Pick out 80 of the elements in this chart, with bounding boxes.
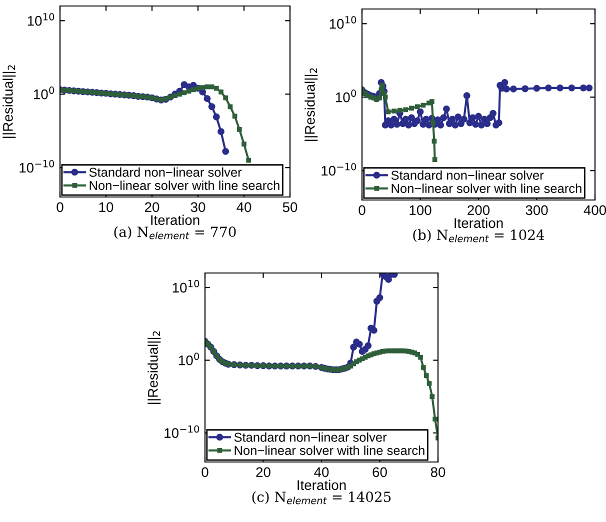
point (382, 94, 388, 100)
point (218, 90, 224, 94)
y-tick-label: 10$^{10}$ (330, 16, 356, 29)
point (232, 114, 238, 119)
point (370, 326, 378, 334)
point (186, 88, 192, 94)
x-tick-label: 0 (56, 202, 64, 212)
point (236, 126, 242, 132)
x-tick-label: 20 (144, 202, 160, 212)
legend-label: Non−linear solver with line search (90, 180, 280, 190)
point (204, 95, 211, 102)
text: (c) N$_{element}$ = 14025 (252, 491, 391, 504)
x-tick-label: 40 (236, 202, 252, 212)
point (432, 157, 438, 162)
point (218, 128, 224, 136)
point (386, 109, 391, 114)
x-tick-label: 40 (314, 467, 329, 478)
point (200, 85, 206, 90)
y-tick-label: 10$^{10}$ (28, 13, 54, 26)
point (432, 138, 437, 144)
y-axis-title: ||Residual||$_{2}$ (304, 68, 318, 141)
legend-label: Non−linear solver with line search (392, 184, 582, 193)
legend-label: Standard non−linear solver (391, 170, 544, 180)
point (350, 344, 358, 351)
point (214, 86, 219, 91)
point (242, 142, 246, 147)
point (209, 84, 214, 90)
x-tick-label: 20 (256, 467, 270, 478)
x-tick-label: 30 (190, 202, 206, 212)
y-axis-title: ||Residual||$_{2}$ (148, 331, 161, 404)
point (414, 104, 420, 110)
point (392, 108, 396, 114)
text: (a) N$_{element}$ = 770 (114, 226, 236, 240)
point (403, 107, 408, 112)
point (208, 103, 216, 110)
x-tick-label: 10 (99, 202, 114, 212)
y-tick-label: 10$^{−10}$ (322, 163, 356, 176)
y-tick-label: 10$^{10}$ (172, 280, 200, 293)
point (420, 102, 426, 108)
x-tick-label: 0 (202, 467, 208, 478)
x-tick-label: 200 (468, 205, 490, 216)
text: (b) N$_{element}$ = 1024 (413, 229, 544, 242)
point (430, 120, 436, 126)
point (222, 148, 230, 155)
point (212, 113, 220, 120)
point (364, 342, 372, 350)
point (172, 93, 178, 98)
legend-label: Standard non−linear solver (234, 432, 387, 442)
x-axis-title: Iteration (454, 218, 503, 228)
point (409, 106, 414, 111)
x-tick-label: 50 (282, 202, 298, 212)
x-tick-label: 300 (526, 205, 548, 216)
x-tick-label: 0 (358, 205, 366, 216)
y-tick-label: 10$^{0}$ (336, 90, 356, 102)
x-axis-title: Iteration (151, 214, 200, 226)
y-tick-label: 10$^{−10}$ (164, 425, 200, 438)
point (397, 108, 402, 113)
point (429, 99, 434, 104)
x-tick-label: 60 (372, 467, 387, 478)
point (382, 91, 387, 96)
point (204, 84, 210, 90)
point (376, 294, 384, 302)
point (246, 158, 252, 163)
point (377, 95, 382, 100)
x-tick-label: 400 (584, 205, 606, 216)
x-tick-label: 100 (410, 205, 432, 216)
y-axis-title: ||Residual||$_{2}$ (2, 65, 16, 138)
x-axis-title: Iteration (298, 480, 346, 490)
y-tick-label: 10$^{0}$ (178, 352, 200, 366)
y-tick-label: 10$^{−10}$ (20, 160, 54, 173)
point (177, 92, 182, 97)
point (182, 90, 187, 96)
point (356, 340, 363, 348)
point (228, 104, 233, 110)
y-tick-label: 10$^{0}$ (34, 86, 54, 100)
point (223, 95, 228, 100)
legend-label: Non−linear solver with line search (234, 446, 424, 455)
point (190, 87, 196, 92)
x-tick-label: 80 (430, 467, 446, 478)
legend-label: Standard non−linear solver (89, 167, 242, 177)
